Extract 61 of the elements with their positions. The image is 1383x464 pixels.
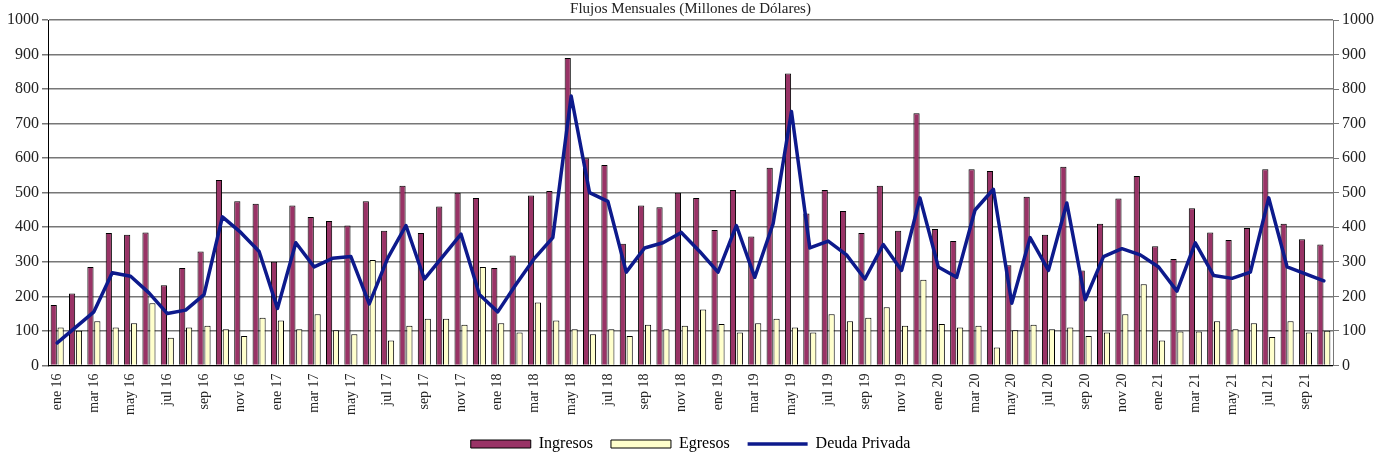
y-tick-label: 1000 — [1342, 10, 1374, 28]
x-tick-label: nov 19 — [893, 373, 909, 412]
y2-tick-label: 600 — [15, 148, 39, 166]
y-tick-label: 900 — [1342, 44, 1366, 62]
x-tick-label: nov 16 — [232, 373, 248, 412]
y-tick-label: 0 — [1342, 355, 1350, 373]
x-tick-label: sep 21 — [1297, 373, 1313, 410]
y-tick-label: 800 — [1342, 79, 1366, 97]
y2-tick-label: 200 — [15, 286, 39, 304]
y-tick-label: 700 — [1342, 113, 1366, 131]
x-tick-label: may 17 — [342, 373, 358, 416]
x-tick-label: ene 19 — [709, 373, 725, 411]
x-tick-label: mar 16 — [85, 373, 101, 413]
y2-tick-label: 400 — [15, 217, 39, 235]
y-tick-label: 200 — [1342, 286, 1366, 304]
x-tick-label: sep 18 — [636, 373, 652, 410]
y2-tick-label: 300 — [15, 251, 39, 269]
x-tick-label: sep 20 — [1076, 373, 1092, 410]
x-tick-label: may 21 — [1223, 373, 1239, 416]
x-tick-label: sep 19 — [856, 373, 872, 410]
y2-tick-label: 900 — [15, 44, 39, 62]
y-tick-label: 600 — [1342, 148, 1366, 166]
x-tick-label: nov 18 — [672, 373, 688, 412]
x-tick-label: may 16 — [122, 373, 138, 416]
y-tick-label: 400 — [1342, 217, 1366, 235]
chart-title: Flujos Mensuales (Millones de Dólares) — [570, 0, 811, 17]
y2-tick-label: 500 — [15, 182, 39, 200]
y2-tick-label: 800 — [15, 79, 39, 97]
y-tick-label: 300 — [1342, 251, 1366, 269]
x-tick-label: jul 16 — [158, 373, 174, 407]
x-tick-label: sep 17 — [415, 373, 431, 410]
x-tick-label: jul 21 — [1260, 373, 1276, 407]
y2-tick-label: 1000 — [7, 10, 39, 28]
x-tick-label: ene 21 — [1150, 373, 1166, 411]
x-tick-label: mar 19 — [746, 373, 762, 413]
y2-tick-label: 0 — [31, 355, 39, 373]
x-tick-label: mar 20 — [966, 373, 982, 413]
x-tick-label: ene 16 — [48, 373, 64, 411]
x-tick-label: mar 18 — [526, 373, 542, 413]
x-tick-label: jul 17 — [379, 373, 395, 407]
x-tick-label: mar 17 — [305, 373, 321, 413]
x-tick-label: may 19 — [783, 373, 799, 416]
y2-tick-label: 700 — [15, 113, 39, 131]
x-tick-label: ene 20 — [929, 373, 945, 411]
legend-label: Egresos — [678, 434, 730, 453]
y-tick-label: 100 — [1342, 321, 1366, 339]
x-tick-label: ene 18 — [489, 373, 505, 411]
x-tick-label: jul 19 — [819, 373, 835, 407]
y-tick-label: 500 — [1342, 182, 1366, 200]
x-tick-label: may 20 — [1003, 373, 1019, 416]
x-tick-label: jul 18 — [599, 373, 615, 407]
legend-label: Ingresos — [538, 434, 593, 453]
x-tick-label: nov 17 — [452, 373, 468, 412]
x-tick-label: sep 16 — [195, 373, 211, 410]
legend-label: Deuda Privada — [815, 434, 911, 452]
y2-tick-label: 100 — [15, 321, 39, 339]
x-tick-label: nov 20 — [1113, 373, 1129, 412]
x-tick-label: jul 20 — [1040, 373, 1056, 407]
x-tick-label: mar 21 — [1186, 373, 1202, 413]
x-tick-label: ene 17 — [269, 373, 285, 411]
x-tick-label: may 18 — [562, 373, 578, 416]
